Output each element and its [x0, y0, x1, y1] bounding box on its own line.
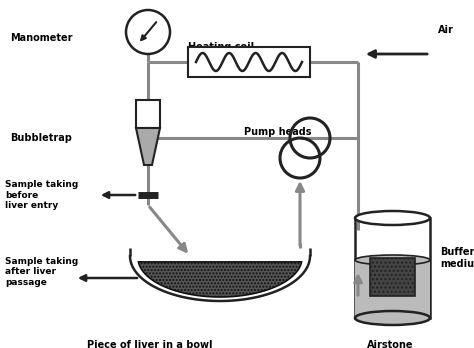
Text: Sample taking
before
liver entry: Sample taking before liver entry [5, 180, 78, 210]
Text: Buffer/
medium: Buffer/ medium [440, 247, 474, 269]
FancyBboxPatch shape [370, 258, 415, 296]
Text: Piece of liver in a bowl: Piece of liver in a bowl [87, 340, 213, 348]
Text: Airstone: Airstone [367, 340, 413, 348]
Text: Bubbletrap: Bubbletrap [10, 133, 72, 143]
Text: Manometer: Manometer [10, 33, 73, 43]
Ellipse shape [355, 311, 430, 325]
FancyBboxPatch shape [136, 100, 160, 128]
Text: Pump heads: Pump heads [244, 127, 311, 137]
FancyBboxPatch shape [355, 260, 430, 318]
Polygon shape [138, 262, 301, 297]
FancyBboxPatch shape [355, 218, 430, 318]
Ellipse shape [355, 255, 430, 265]
FancyBboxPatch shape [188, 47, 310, 77]
Text: Sample taking
after liver
passage: Sample taking after liver passage [5, 257, 78, 287]
Text: Air: Air [438, 25, 454, 35]
Ellipse shape [355, 211, 430, 225]
Text: Heating coil: Heating coil [188, 42, 254, 52]
Polygon shape [136, 128, 160, 165]
